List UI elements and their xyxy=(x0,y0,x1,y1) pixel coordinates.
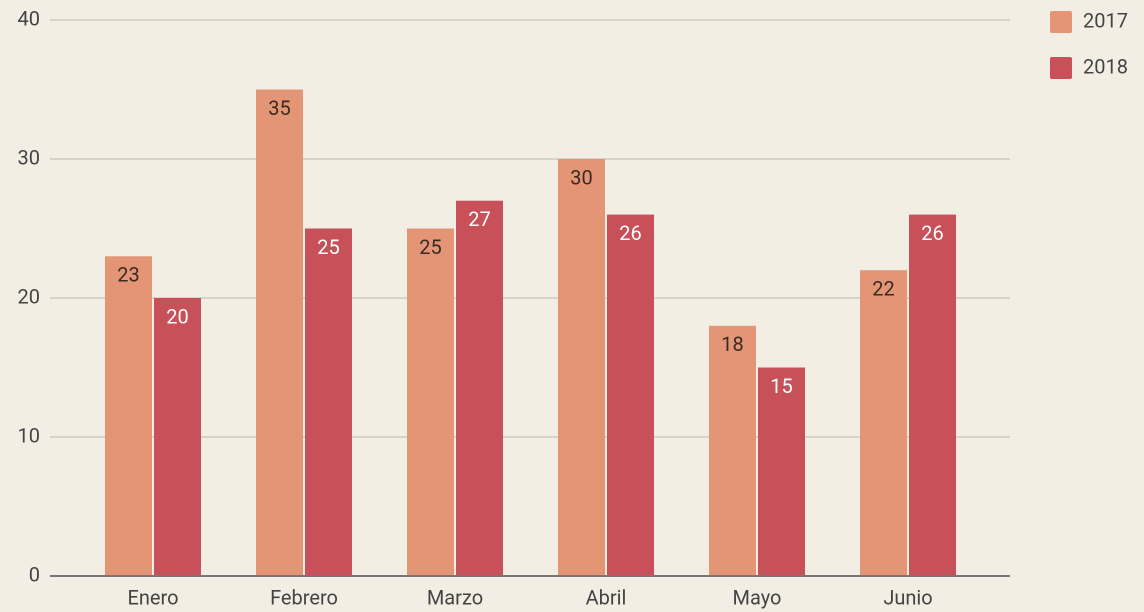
x-tick-label: Enero xyxy=(127,585,178,609)
bar xyxy=(909,214,956,576)
y-tick-label: 20 xyxy=(18,284,40,308)
data-label: 22 xyxy=(872,276,894,300)
legend-label: 2017 xyxy=(1083,8,1128,32)
data-label: 15 xyxy=(770,374,792,398)
legend-swatch xyxy=(1050,11,1072,33)
x-tick-label: Marzo xyxy=(427,585,483,609)
x-tick-label: Junio xyxy=(883,585,932,609)
x-tick-label: Mayo xyxy=(733,585,782,609)
data-label: 27 xyxy=(468,207,490,231)
x-tick-label: Abril xyxy=(586,585,627,609)
bar xyxy=(860,270,907,576)
bar xyxy=(105,256,152,576)
data-label: 25 xyxy=(419,235,441,259)
data-label: 23 xyxy=(117,263,139,287)
bar xyxy=(456,200,503,576)
x-tick-label: Febrero xyxy=(270,585,338,609)
data-label: 18 xyxy=(721,332,743,356)
data-label: 26 xyxy=(619,221,641,245)
legend-label: 2018 xyxy=(1083,54,1128,78)
bar xyxy=(758,367,805,576)
bar xyxy=(305,228,352,576)
bar xyxy=(607,214,654,576)
data-label: 26 xyxy=(921,221,943,245)
data-label: 35 xyxy=(268,96,290,120)
y-tick-label: 10 xyxy=(18,423,40,447)
data-label: 30 xyxy=(570,165,592,189)
bar xyxy=(407,228,454,576)
y-tick-label: 40 xyxy=(18,6,40,30)
data-label: 20 xyxy=(166,304,188,328)
y-tick-label: 30 xyxy=(18,145,40,169)
bar xyxy=(558,159,605,576)
bar xyxy=(256,89,303,576)
bar xyxy=(709,325,756,576)
data-label: 25 xyxy=(317,235,339,259)
bar xyxy=(154,298,201,576)
legend-swatch xyxy=(1050,57,1072,79)
y-tick-label: 0 xyxy=(29,562,40,586)
